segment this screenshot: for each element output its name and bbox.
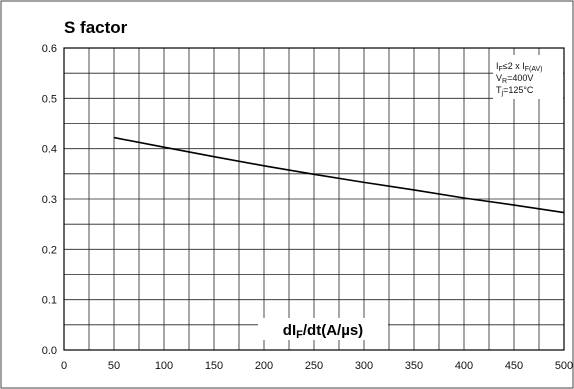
y-tick-label: 0.1 [42,295,57,307]
condition-text: Tj=125°C [496,85,534,97]
y-tick-label: 0.0 [42,345,57,357]
conditions-background [493,55,563,99]
y-tick-label: 0.4 [42,144,57,156]
series-layer [113,136,565,214]
x-tick-label: 350 [405,360,423,372]
chart-title: S factor [64,18,128,37]
s-factor-curve [113,136,565,214]
x-tick-label: 300 [355,360,373,372]
x-label-background [258,318,388,340]
y-tick-label: 0.2 [42,244,57,256]
y-tick-label: 0.3 [42,194,57,206]
y-tick-label: 0.6 [42,43,57,55]
x-tick-label: 50 [108,360,120,372]
axis-tick-labels: 0.0 0.1 0.2 0.3 0.4 0.5 0.6 0 50 100 150 200 250 300 3… [42,43,573,372]
x-tick-label: 450 [505,360,523,372]
grid-lines [63,47,565,351]
y-tick-label: 0.5 [42,93,57,105]
x-tick-label: 250 [305,360,323,372]
x-tick-label: 150 [205,360,223,372]
condition-text: VR=400V [496,73,533,85]
x-tick-label: 200 [255,360,273,372]
x-tick-label: 0 [61,360,67,372]
plot-area-border [63,47,565,351]
x-tick-label: 400 [455,360,473,372]
x-axis-label-box: dIF/dt(A/µs) [258,318,388,341]
x-tick-label: 500 [555,360,573,372]
x-axis-label: dIF/dt(A/µs) [283,322,363,341]
x-tick-label: 100 [155,360,173,372]
condition-text: IF≤2 x IF(AV) [496,61,543,73]
